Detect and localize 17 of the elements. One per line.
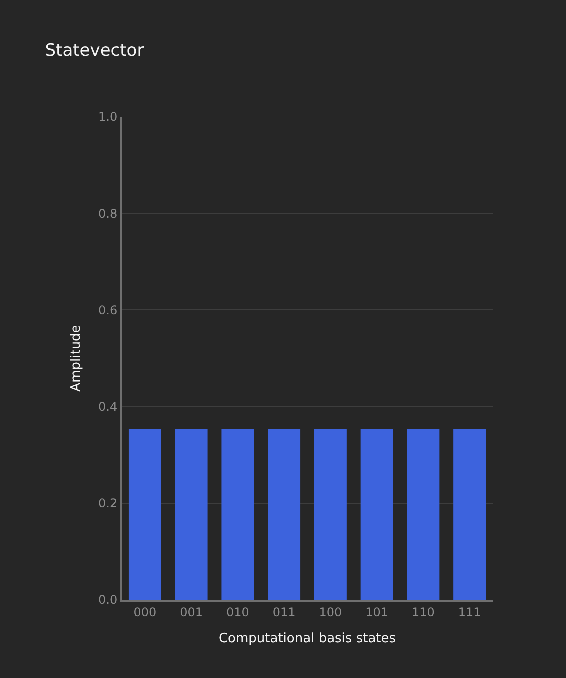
y-tick-label: 1.0 <box>98 110 118 124</box>
y-tick-label: 0.8 <box>98 206 118 221</box>
y-tick-label: 0.4 <box>98 400 118 414</box>
x-tick-label: 011 <box>272 605 296 620</box>
y-tick-label: 0.2 <box>98 496 118 511</box>
y-axis-title: Amplitude <box>68 325 84 392</box>
x-tick-label: 000 <box>134 605 157 620</box>
x-axis-title: Computational basis states <box>218 632 396 646</box>
chart-title: Statevector <box>45 40 144 61</box>
y-tick-label: 0.0 <box>98 593 118 608</box>
x-tick-label: 110 <box>412 605 435 620</box>
x-tick-label: 111 <box>458 605 482 620</box>
x-tick-label: 100 <box>319 605 342 620</box>
y-tick-label: 0.6 <box>98 303 118 318</box>
x-tick-label: 101 <box>366 605 389 620</box>
x-tick-label: 010 <box>226 605 250 620</box>
x-tick-label: 001 <box>180 605 204 620</box>
